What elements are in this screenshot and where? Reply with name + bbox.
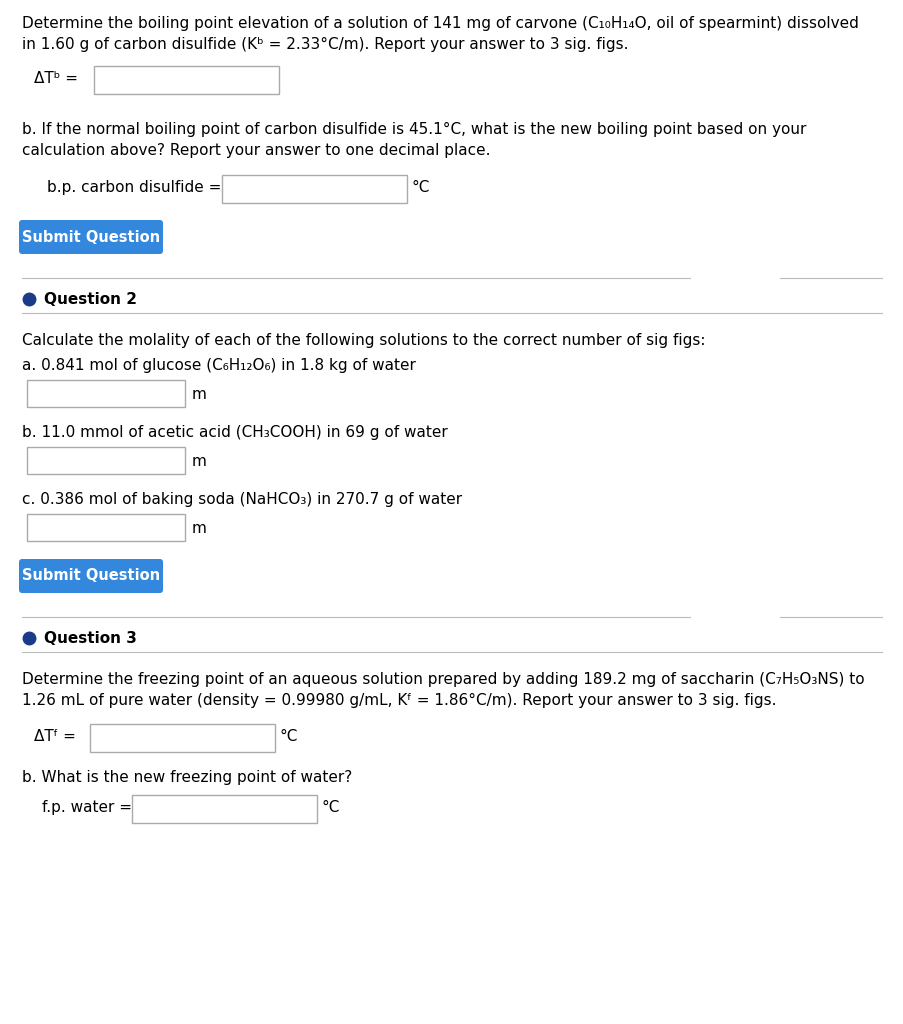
Text: Determine the freezing point of an aqueous solution prepared by adding 189.2 mg : Determine the freezing point of an aqueo… bbox=[22, 672, 863, 687]
Text: m: m bbox=[191, 521, 207, 536]
Text: °C: °C bbox=[280, 729, 298, 744]
Text: b.p. carbon disulfide =: b.p. carbon disulfide = bbox=[47, 180, 221, 195]
Text: Submit Question: Submit Question bbox=[22, 229, 160, 245]
Text: Determine the boiling point elevation of a solution of 141 mg of carvone (C₁₀H₁₄: Determine the boiling point elevation of… bbox=[22, 16, 858, 31]
Text: Calculate the molality of each of the following solutions to the correct number : Calculate the molality of each of the fo… bbox=[22, 333, 704, 348]
Text: ΔTᵇ =: ΔTᵇ = bbox=[34, 71, 78, 86]
Bar bbox=[27, 380, 185, 407]
Bar bbox=[222, 175, 406, 203]
Text: b. If the normal boiling point of carbon disulfide is 45.1°C, what is the new bo: b. If the normal boiling point of carbon… bbox=[22, 122, 805, 137]
Text: m: m bbox=[191, 387, 207, 402]
Bar bbox=[27, 447, 185, 474]
Text: Question 2: Question 2 bbox=[44, 292, 137, 307]
Text: m: m bbox=[191, 454, 207, 469]
Bar bbox=[27, 514, 185, 541]
Text: in 1.60 g of carbon disulfide (Kᵇ = 2.33°C/m). Report your answer to 3 sig. figs: in 1.60 g of carbon disulfide (Kᵇ = 2.33… bbox=[22, 37, 628, 52]
Text: Submit Question: Submit Question bbox=[22, 568, 160, 584]
Bar bbox=[132, 795, 317, 823]
Text: f.p. water =: f.p. water = bbox=[42, 800, 132, 815]
Text: b. 11.0 mmol of acetic acid (CH₃COOH) in 69 g of water: b. 11.0 mmol of acetic acid (CH₃COOH) in… bbox=[22, 425, 447, 440]
Text: a. 0.841 mol of glucose (C₆H₁₂O₆) in 1.8 kg of water: a. 0.841 mol of glucose (C₆H₁₂O₆) in 1.8… bbox=[22, 358, 415, 373]
FancyBboxPatch shape bbox=[19, 220, 163, 254]
Text: °C: °C bbox=[412, 180, 430, 195]
Text: 1.26 mL of pure water (density = 0.99980 g/mL, Kᶠ = 1.86°C/m). Report your answe: 1.26 mL of pure water (density = 0.99980… bbox=[22, 693, 776, 708]
Bar bbox=[90, 724, 275, 752]
Text: ΔTᶠ =: ΔTᶠ = bbox=[34, 729, 76, 744]
Bar bbox=[94, 66, 279, 94]
Text: b. What is the new freezing point of water?: b. What is the new freezing point of wat… bbox=[22, 770, 352, 785]
FancyBboxPatch shape bbox=[19, 559, 163, 593]
Text: calculation above? Report your answer to one decimal place.: calculation above? Report your answer to… bbox=[22, 143, 490, 158]
Text: °C: °C bbox=[321, 800, 340, 815]
Text: c. 0.386 mol of baking soda (NaHCO₃) in 270.7 g of water: c. 0.386 mol of baking soda (NaHCO₃) in … bbox=[22, 492, 461, 507]
Text: Question 3: Question 3 bbox=[44, 631, 136, 646]
